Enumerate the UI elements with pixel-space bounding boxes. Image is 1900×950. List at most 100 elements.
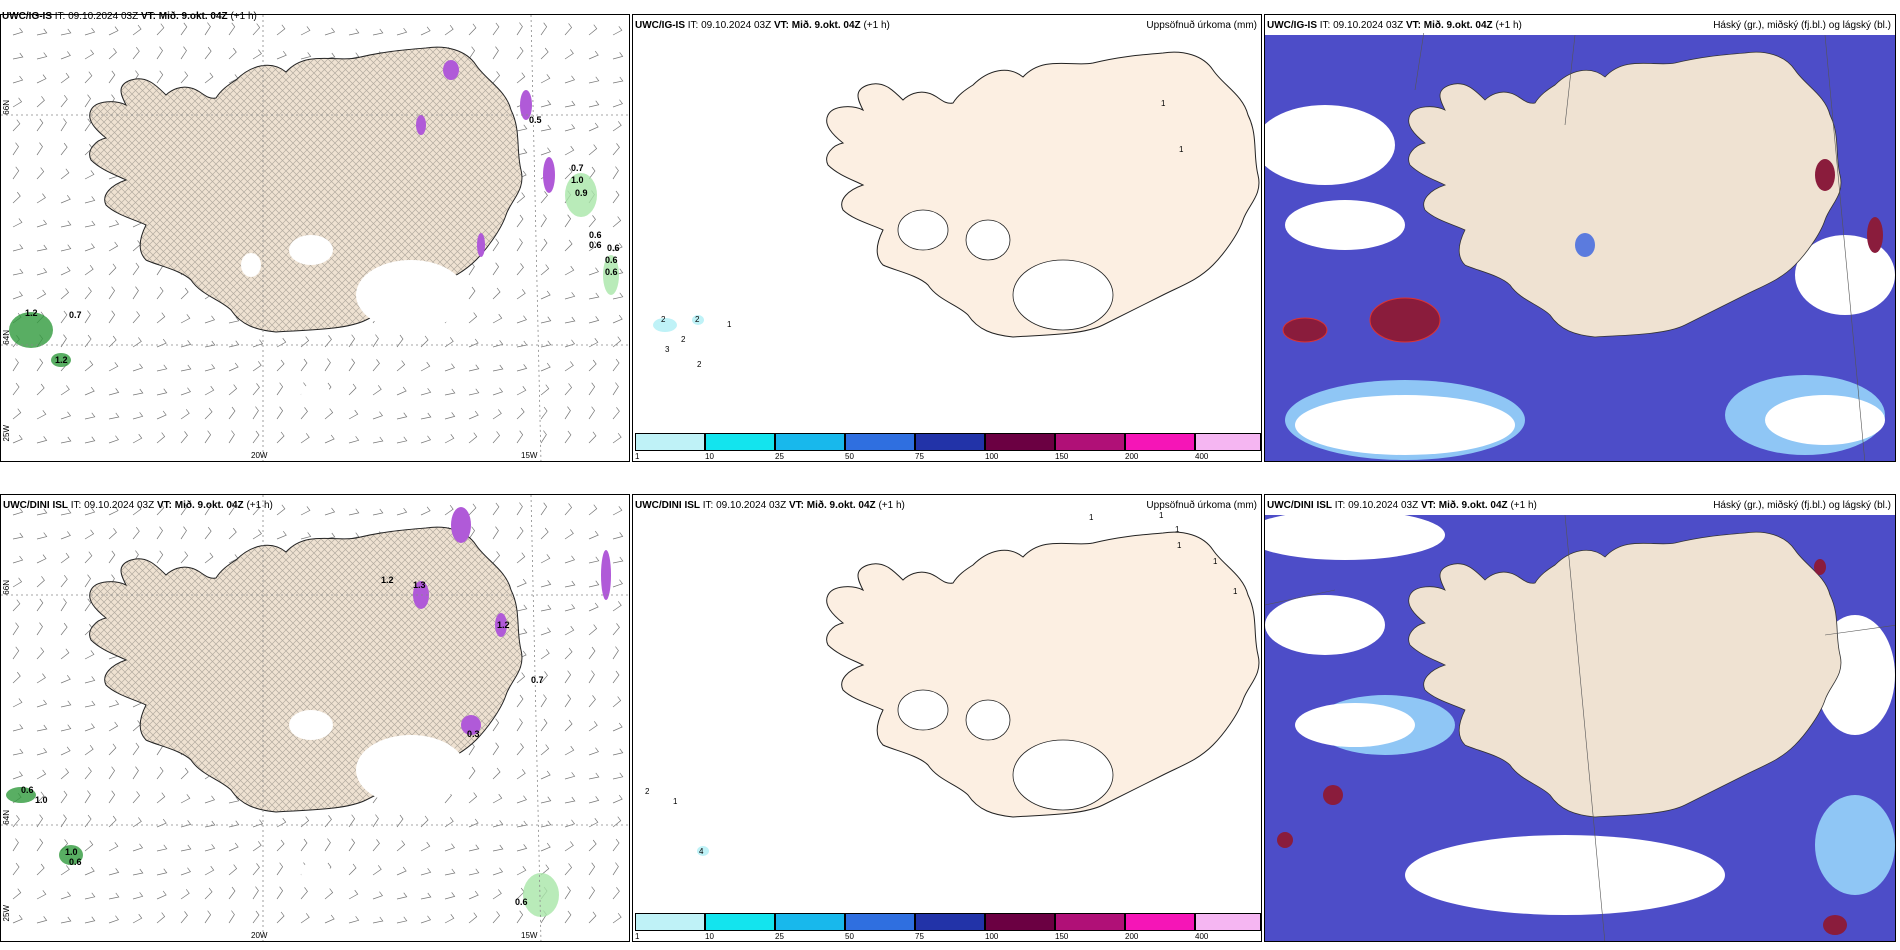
- wind-barb: [204, 22, 211, 36]
- wind-barb: [540, 694, 547, 708]
- wind-barb: [252, 529, 262, 540]
- wind-precip-map-top-svg: [1, 15, 629, 461]
- wind-barb: [60, 436, 72, 444]
- wind-barb: [612, 670, 620, 684]
- wind-barb: [612, 76, 624, 84]
- init-time: IT: 09.10.2024 03Z: [1334, 500, 1419, 511]
- panel-header: UWC/IG-IS IT: 09.10.2024 03Z VT: Mið. 9.…: [635, 19, 1257, 33]
- wind-barb: [108, 362, 119, 372]
- wind-barb: [36, 554, 47, 564]
- wind-barb: [588, 24, 598, 36]
- wind-barb: [324, 408, 334, 420]
- wind-barb: [372, 865, 382, 876]
- wind-barb: [60, 622, 68, 636]
- wind-barb: [588, 796, 600, 804]
- legend-label: 50: [845, 452, 854, 461]
- wind-barb: [156, 890, 167, 900]
- wind-barb: [300, 26, 311, 36]
- wind-barb: [36, 647, 45, 660]
- wind-barb: [12, 27, 24, 36]
- wind-barb: [36, 747, 48, 756]
- lat-label-66n: 66N: [2, 580, 11, 595]
- wind-barb: [60, 118, 67, 132]
- wind-barb: [564, 430, 572, 444]
- legend-label: 25: [775, 452, 784, 461]
- wind-barb: [564, 316, 576, 324]
- wind-barb: [612, 722, 623, 732]
- legend-label: 200: [1125, 932, 1139, 941]
- wind-barb: [84, 27, 96, 36]
- wind-barb: [228, 47, 237, 60]
- wind-barb: [108, 892, 120, 900]
- wind-barb: [468, 286, 476, 300]
- precip-value: 0.6: [515, 897, 528, 907]
- source-label: UWC/IG-IS: [1267, 20, 1317, 31]
- wind-barb: [204, 865, 215, 876]
- wind-barb: [588, 772, 600, 780]
- wind-barb: [60, 598, 67, 612]
- wind-barb: [564, 796, 576, 804]
- wind-barb: [564, 910, 572, 924]
- wind-barb: [588, 670, 595, 684]
- wind-barb: [516, 628, 528, 636]
- wind-barb: [516, 552, 526, 564]
- wind-barb: [420, 915, 432, 924]
- wind-barb: [492, 911, 501, 924]
- wind-barb: [84, 220, 96, 228]
- wind-barb: [612, 52, 624, 60]
- wind-barb: [588, 556, 600, 564]
- wind-barb: [132, 817, 142, 828]
- wind-barb: [444, 24, 454, 36]
- wind-barb: [156, 23, 165, 36]
- wind-barb: [204, 844, 216, 852]
- wind-barb: [516, 769, 526, 780]
- wind-barb: [564, 339, 576, 348]
- wind-barb: [36, 410, 47, 420]
- wind-barb: [612, 242, 623, 252]
- wind-barb: [36, 673, 46, 684]
- wind-barb: [180, 794, 191, 804]
- wind-barb: [180, 340, 192, 348]
- wind-barb: [564, 145, 575, 156]
- wind-barb: [588, 624, 598, 636]
- wind-barb: [36, 838, 44, 852]
- wind-barb: [60, 334, 67, 348]
- wind-barb: [60, 814, 67, 828]
- wind-barb: [84, 676, 96, 684]
- wind-barb: [540, 864, 550, 876]
- wind-barb: [396, 892, 408, 900]
- legend-label: 50: [845, 932, 854, 941]
- wind-barb: [108, 743, 117, 756]
- wind-barb: [12, 698, 23, 708]
- wind-barb: [252, 339, 263, 348]
- wind-barb: [84, 598, 92, 612]
- wind-barb: [492, 889, 502, 900]
- wind-barb: [252, 819, 263, 828]
- precip-value: 1: [1233, 587, 1238, 596]
- wind-barb: [612, 794, 623, 804]
- legend-label: 10: [705, 932, 714, 941]
- wind-barb: [252, 886, 259, 900]
- wind-barb: [12, 191, 21, 204]
- precip-map-top: UWC/IG-IS IT: 09.10.2024 03Z VT: Mið. 9.…: [632, 14, 1262, 462]
- wind-barb: [492, 742, 500, 756]
- wind-barb: [228, 886, 236, 900]
- wind-barb: [300, 816, 310, 828]
- wind-barb: [60, 675, 71, 684]
- wind-barb: [444, 817, 454, 828]
- lat-label-64n: 64N: [2, 330, 11, 345]
- wind-barb: [612, 816, 622, 828]
- precip-value: 2: [695, 315, 700, 324]
- init-time: IT: 09.10.2024 03Z: [70, 500, 155, 511]
- wind-barb: [444, 843, 455, 852]
- wind-barb: [540, 770, 551, 780]
- wind-barb: [492, 502, 500, 516]
- precip-value: 0.6: [605, 267, 618, 277]
- wind-barb: [564, 625, 575, 636]
- wind-barb: [516, 214, 524, 228]
- wind-barb: [12, 408, 22, 420]
- wind-barb: [396, 27, 408, 36]
- wind-barb: [468, 364, 480, 372]
- wind-barb: [300, 52, 312, 60]
- wind-barb: [60, 865, 70, 876]
